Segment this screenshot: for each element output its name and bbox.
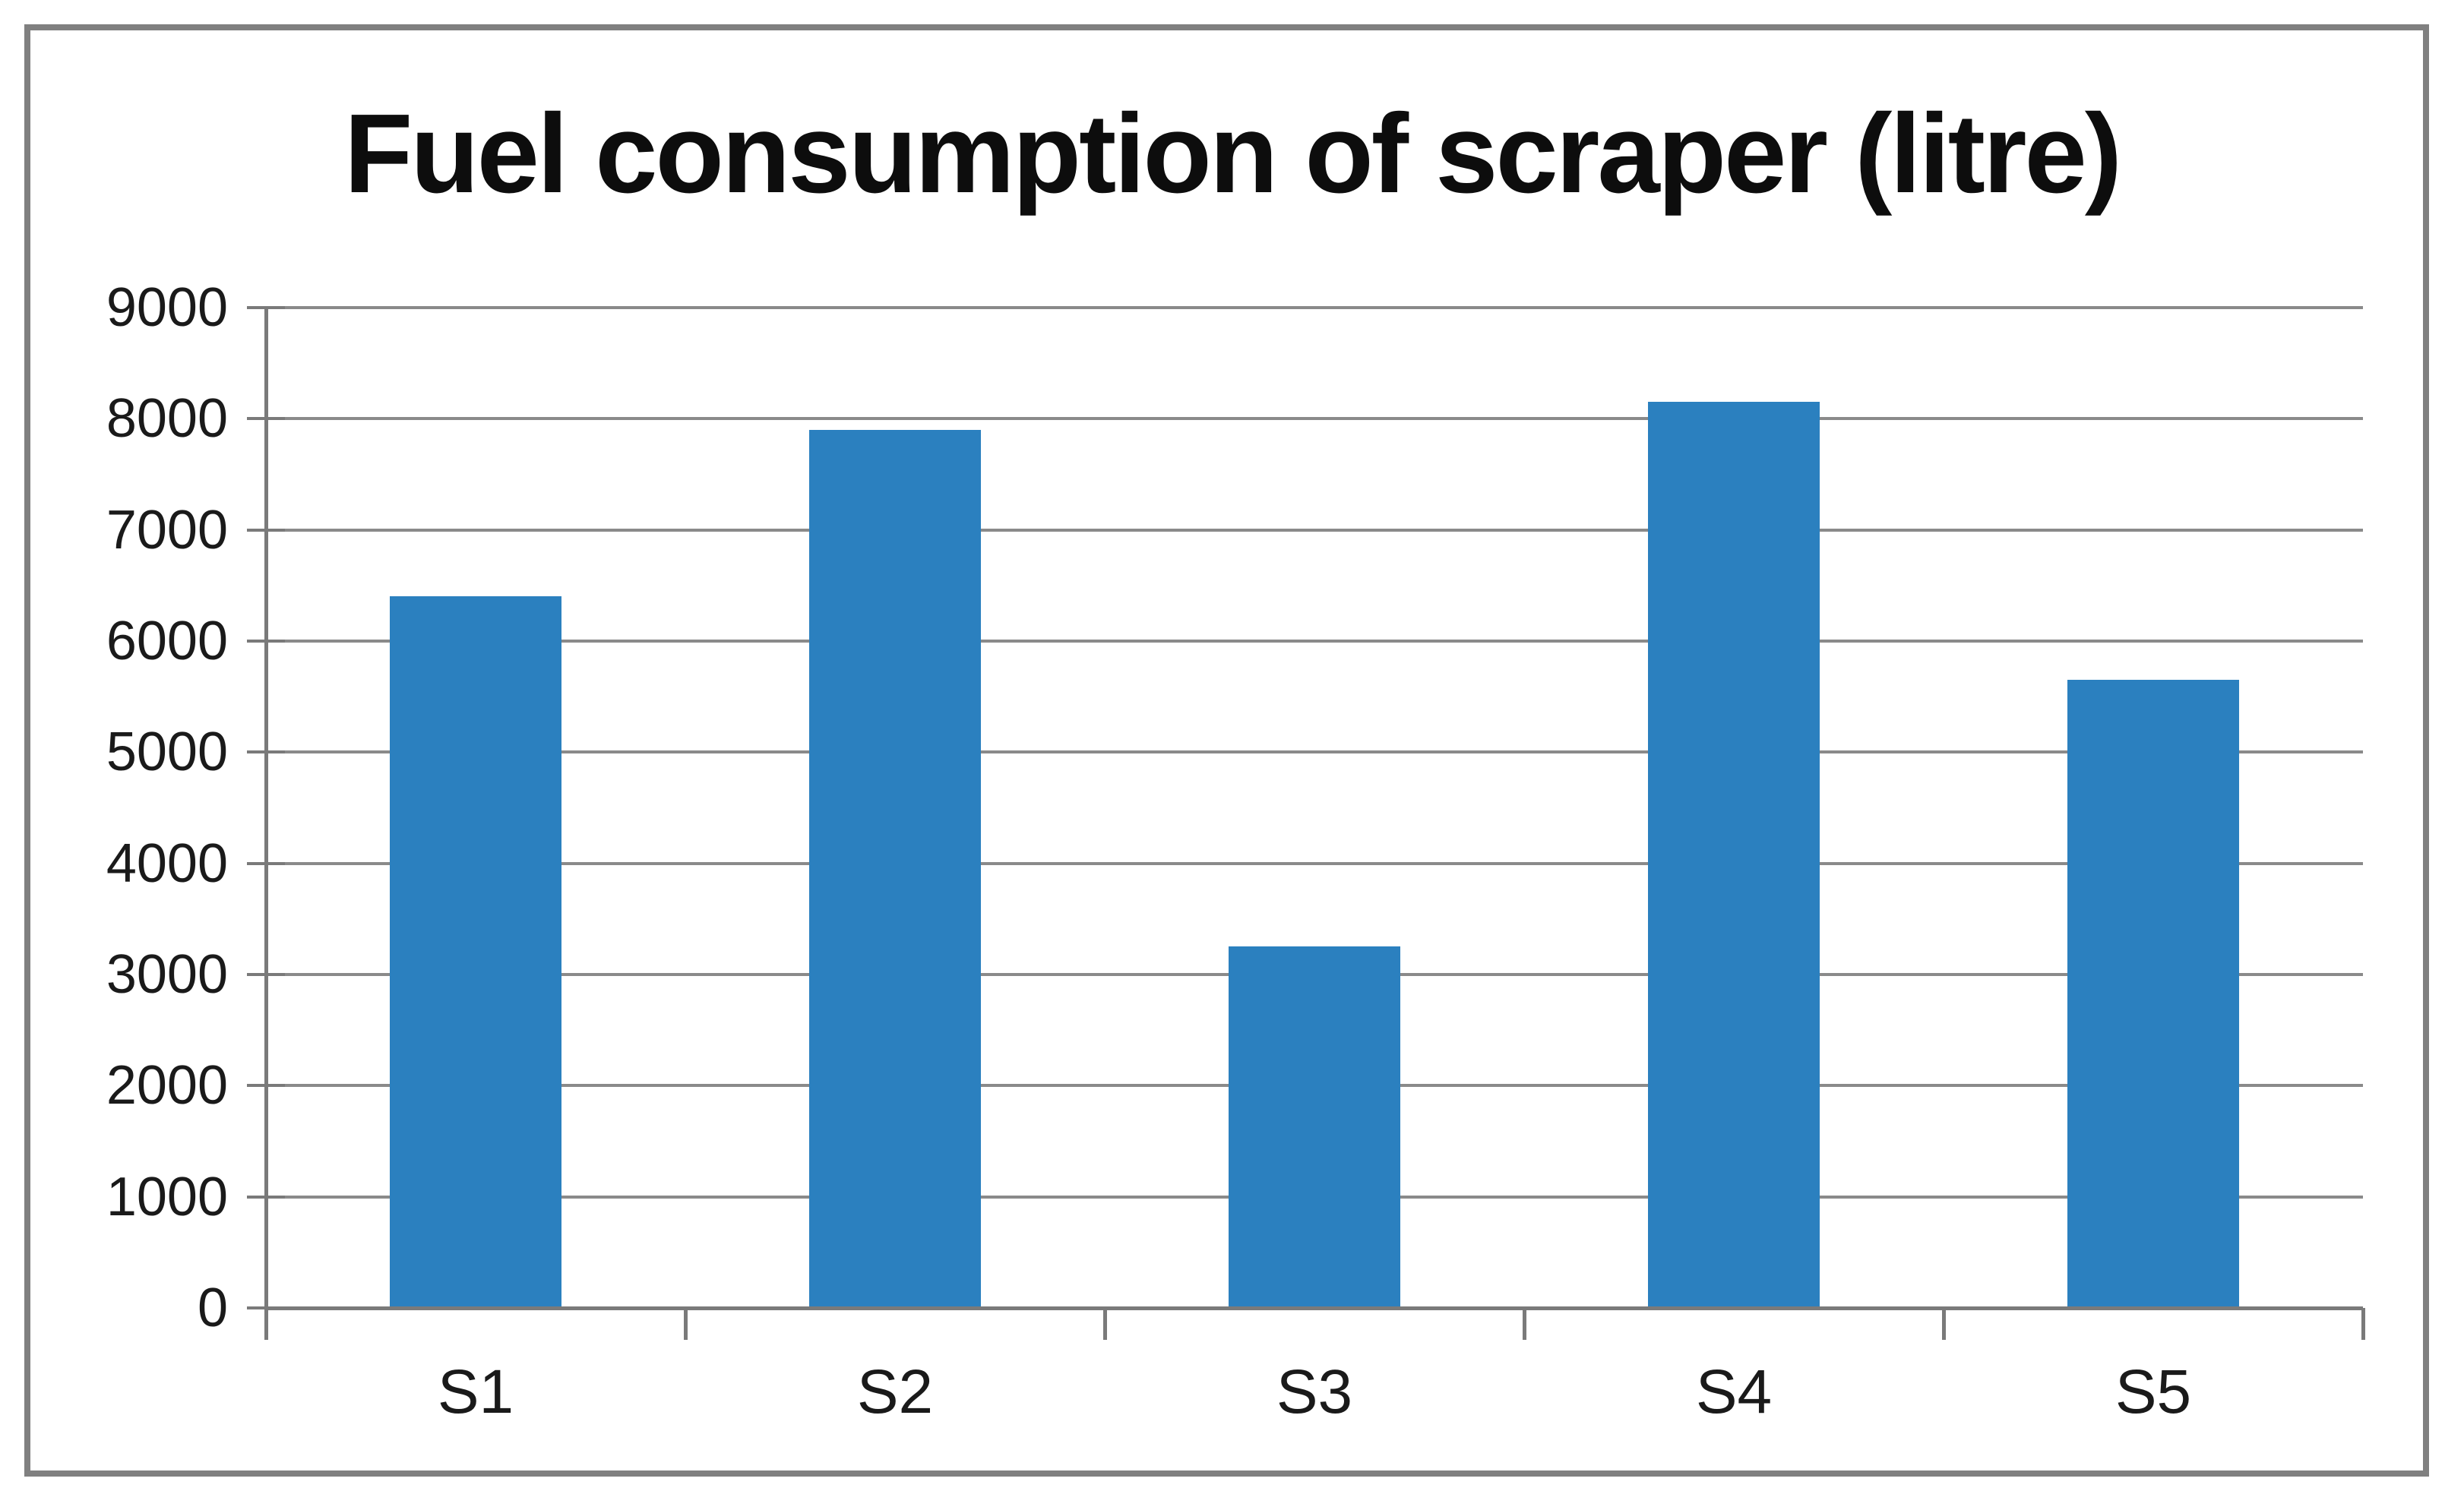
bar-s4 — [1648, 402, 1820, 1308]
gridline-6000 — [266, 640, 2363, 643]
x-axis-tick-5 — [2361, 1308, 2365, 1340]
chart-title: Fuel consumption of scraper (litre) — [343, 91, 2122, 216]
x-axis-tick-4 — [1942, 1308, 1946, 1340]
x-axis-tick-0 — [264, 1308, 268, 1340]
y-tick-label-6000: 6000 — [106, 611, 228, 671]
y-tick-label-4000: 4000 — [106, 833, 228, 894]
y-tick-label-7000: 7000 — [106, 500, 228, 561]
x-tick-label-s3: S3 — [1276, 1357, 1353, 1426]
bar-s2 — [809, 430, 981, 1308]
x-axis-line — [266, 1306, 2363, 1310]
y-tick-label-0: 0 — [197, 1278, 228, 1338]
gridline-8000 — [266, 417, 2363, 420]
x-axis-tick-3 — [1523, 1308, 1526, 1340]
y-tick-label-3000: 3000 — [106, 944, 228, 1005]
bar-s5 — [2067, 680, 2239, 1308]
y-tick-label-2000: 2000 — [106, 1055, 228, 1116]
gridline-9000 — [266, 306, 2363, 309]
y-tick-label-9000: 9000 — [106, 277, 228, 338]
gridline-5000 — [266, 750, 2363, 753]
gridline-4000 — [266, 862, 2363, 865]
y-tick-label-1000: 1000 — [106, 1167, 228, 1227]
y-tick-label-5000: 5000 — [106, 722, 228, 782]
y-tick-label-8000: 8000 — [106, 388, 228, 449]
bar-s3 — [1229, 946, 1400, 1308]
x-tick-label-s4: S4 — [1695, 1357, 1773, 1426]
x-tick-label-s2: S2 — [856, 1357, 934, 1426]
x-tick-label-s5: S5 — [2114, 1357, 2192, 1426]
gridline-7000 — [266, 529, 2363, 532]
x-tick-label-s1: S1 — [437, 1357, 514, 1426]
x-axis-tick-1 — [684, 1308, 688, 1340]
bar-s1 — [390, 596, 561, 1308]
y-axis-line — [264, 308, 268, 1312]
x-axis-tick-2 — [1103, 1308, 1107, 1340]
